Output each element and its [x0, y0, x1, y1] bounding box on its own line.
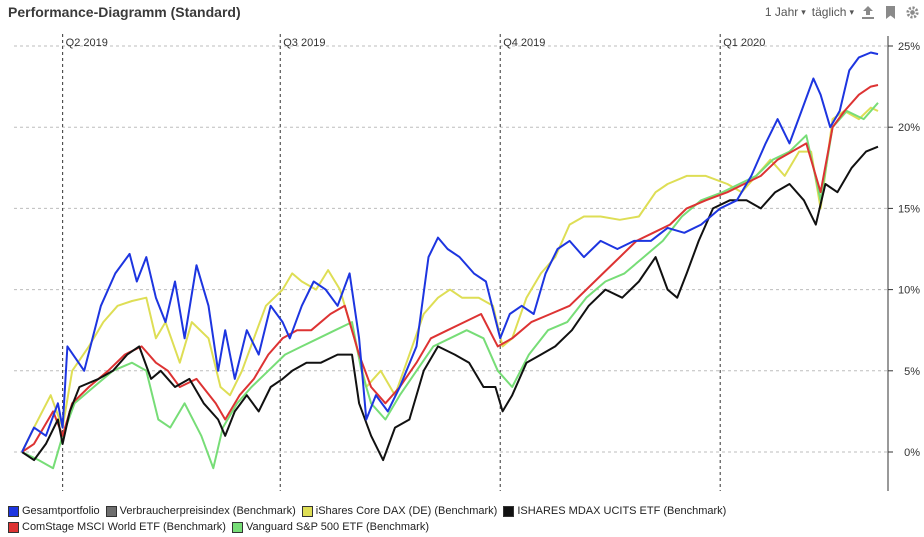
legend-item[interactable]: iShares Core DAX (DE) (Benchmark) [301, 505, 498, 517]
legend-item[interactable]: Vanguard S&P 500 ETF (Benchmark) [231, 521, 429, 533]
series-line [21, 51, 879, 453]
series-line [21, 145, 879, 462]
settings-icon[interactable] [904, 4, 920, 20]
legend-label: ISHARES MDAX UCITS ETF (Benchmark) [517, 505, 727, 517]
legend-row: Gesamtportfolio Verbraucherpreisindex (Be… [8, 503, 732, 519]
chart-controls: 1 Jahr ▾ täglich ▾ [765, 4, 920, 20]
interval-label: täglich [811, 5, 847, 19]
legend-item[interactable]: ISHARES MDAX UCITS ETF (Benchmark) [503, 505, 726, 517]
legend-label: Gesamtportfolio [22, 505, 100, 517]
legend-swatch [8, 505, 19, 517]
interval-dropdown[interactable]: täglich ▾ [812, 5, 854, 19]
series-line [21, 102, 879, 470]
legend-item[interactable]: Verbraucherpreisindex (Benchmark) [105, 505, 296, 517]
quarter-label: Q3 2019 [283, 37, 325, 49]
quarter-label: Q1 2020 [723, 37, 765, 49]
page-title: Performance-Diagramm (Standard) [8, 4, 241, 20]
legend-label: Vanguard S&P 500 ETF (Benchmark) [245, 521, 429, 533]
legend-swatch [503, 505, 515, 517]
y-axis: 0% 5% 10% 15% 20% 25% [888, 41, 920, 459]
grid-lines [14, 45, 888, 453]
legend-swatch [105, 505, 117, 517]
period-label: 1 Jahr [764, 5, 799, 19]
chevron-down-icon: ▾ [849, 6, 854, 17]
y-tick-label: 25% [898, 41, 920, 53]
legend-label: iShares Core DAX (DE) (Benchmark) [315, 505, 498, 517]
chevron-down-icon: ▾ [801, 6, 806, 17]
y-tick-label: 10% [898, 285, 920, 297]
performance-chart: Q2 2019 Q3 2019 Q4 2019 Q1 2020 0% 5% 10% 15% 2… [14, 34, 920, 491]
series-line [21, 84, 879, 453]
legend-label: Verbraucherpreisindex (Benchmark) [119, 505, 296, 517]
quarter-label: Q2 2019 [66, 37, 108, 49]
legend-item[interactable]: Gesamtportfolio [8, 505, 100, 517]
chart-legend: Gesamtportfolio Verbraucherpreisindex (Be… [8, 503, 732, 535]
y-tick-label: 20% [898, 122, 920, 134]
period-dropdown[interactable]: 1 Jahr ▾ [765, 5, 806, 19]
y-tick-label: 0% [904, 447, 920, 459]
legend-row: ComStage MSCI World ETF (Benchmark) Vangu… [8, 519, 732, 535]
y-tick-label: 5% [904, 366, 920, 378]
quarter-label: Q4 2019 [503, 37, 545, 49]
export-icon[interactable] [860, 4, 876, 20]
legend-label: ComStage MSCI World ETF (Benchmark) [22, 521, 226, 533]
series-lines [21, 51, 879, 470]
y-tick-label: 15% [898, 203, 920, 215]
legend-item[interactable]: ComStage MSCI World ETF (Benchmark) [8, 521, 226, 533]
series-line [21, 106, 879, 453]
quarter-markers: Q2 2019 Q3 2019 Q4 2019 Q1 2020 [62, 34, 765, 491]
legend-swatch [301, 505, 313, 517]
legend-swatch [231, 521, 243, 533]
bookmark-icon[interactable] [882, 4, 898, 20]
legend-swatch [8, 521, 19, 533]
